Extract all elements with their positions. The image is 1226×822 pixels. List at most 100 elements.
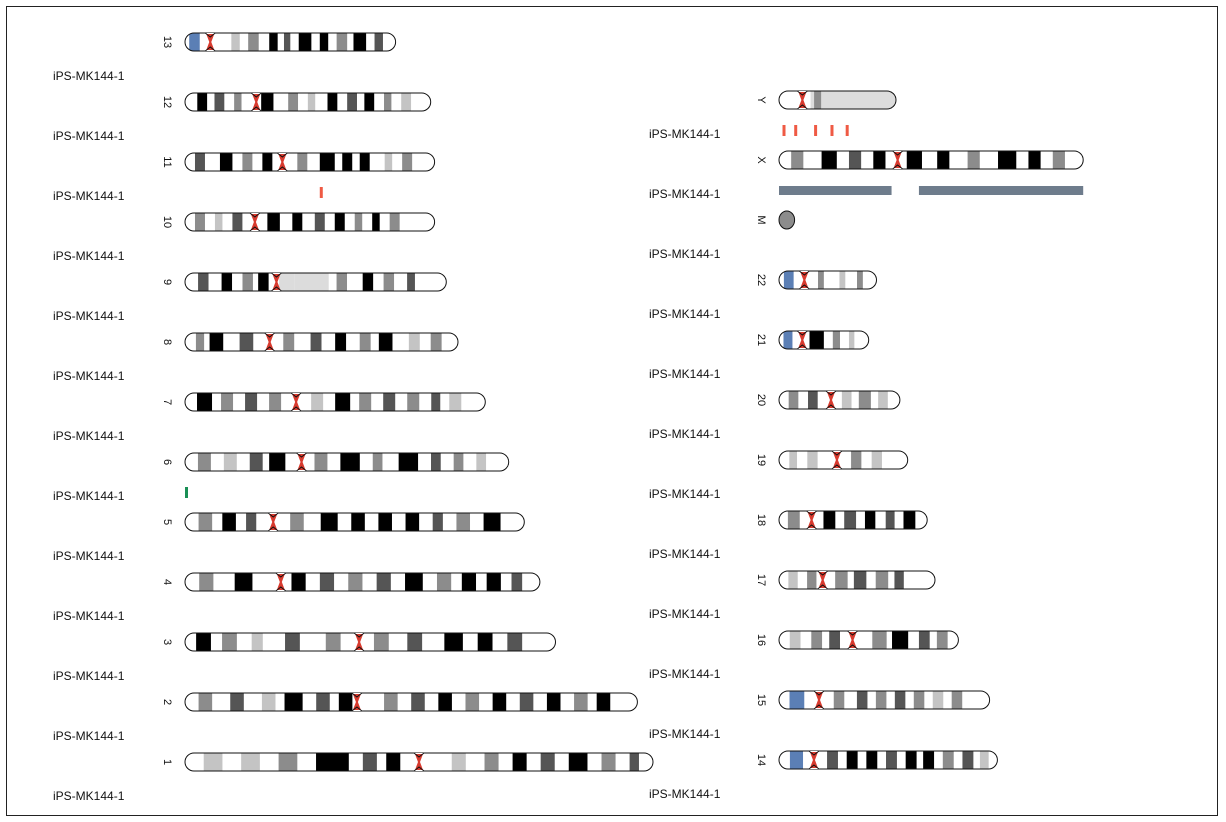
chromosome-bands	[779, 331, 869, 349]
band-gpos50	[336, 33, 348, 51]
sample-label: iPS-MK144-1	[53, 669, 125, 683]
karyogram: 13iPS-MK144-112iPS-MK144-111iPS-MK144-11…	[53, 32, 1084, 803]
band-gpos75	[411, 693, 425, 711]
centromere-outline	[825, 390, 837, 410]
chromosome-number: 18	[755, 514, 767, 526]
sample-label: iPS-MK144-1	[649, 247, 721, 261]
band-gpos50	[221, 393, 234, 411]
band-gpos25	[307, 93, 316, 111]
band-gpos50	[436, 573, 452, 591]
chromosome-outline	[184, 32, 397, 52]
band-gpos25	[449, 393, 462, 411]
band-gpos25	[789, 451, 798, 469]
chromosome-number: 13	[161, 36, 173, 48]
band-gpos50	[857, 271, 863, 289]
band-gpos100	[320, 513, 338, 531]
band-gpos75	[848, 151, 862, 169]
band-gpos25	[841, 391, 852, 409]
sample-label: iPS-MK144-1	[53, 369, 125, 383]
band-gpos50	[788, 391, 799, 409]
centromere-outline	[808, 750, 820, 770]
centromere	[252, 94, 261, 110]
band-gpos50	[942, 751, 954, 769]
band-gneg	[185, 633, 556, 651]
band-gpos50	[484, 753, 499, 771]
band-gpos50	[222, 633, 237, 651]
band-gpos100	[319, 153, 335, 171]
band-gpos100	[405, 513, 420, 531]
band-gpos50	[242, 273, 253, 291]
sample-label: iPS-MK144-1	[53, 609, 125, 623]
band-gpos100	[359, 153, 370, 171]
band-gpos50	[389, 213, 400, 231]
band-gpos100	[398, 453, 419, 471]
band-gpos100	[492, 693, 507, 711]
band-gpos100	[267, 213, 280, 231]
band-gpos100	[386, 753, 401, 771]
chromosome-16: 16 iPS-MK144-1	[649, 630, 959, 681]
centromere	[893, 152, 902, 168]
chromosome-number: 19	[755, 454, 767, 466]
centromere-outline	[267, 512, 279, 532]
chromosome-bands	[779, 691, 990, 709]
band-gneg	[779, 451, 908, 469]
band-gpos50	[832, 331, 840, 349]
chromosome-number: 8	[161, 339, 173, 345]
centromere	[265, 334, 274, 350]
track-mark	[814, 125, 818, 136]
chromosome-outline	[184, 152, 436, 172]
band-gpos75	[519, 693, 534, 711]
band-gpos50	[787, 511, 800, 529]
band-gpos100	[196, 633, 211, 651]
chromosome-bands	[185, 213, 435, 231]
band-gpos100	[219, 153, 233, 171]
centromere	[269, 514, 278, 530]
band-gpos75	[283, 33, 291, 51]
centromere	[798, 92, 807, 108]
centromere-outline	[204, 32, 216, 52]
centromere	[818, 572, 827, 588]
sample-label: iPS-MK144-1	[649, 547, 721, 561]
centromere-outline	[797, 330, 808, 350]
sample-label: iPS-MK144-1	[53, 189, 125, 203]
track-mark	[782, 125, 786, 136]
chromosome-number: 12	[161, 96, 173, 108]
band-gpos50	[384, 693, 398, 711]
band-gpos25	[848, 331, 855, 349]
band-gpos100	[1028, 151, 1041, 169]
chromosome-number: 16	[755, 634, 767, 646]
band-gpos100	[334, 213, 345, 231]
band-gpos50	[288, 93, 299, 111]
band-gpos75	[347, 93, 357, 111]
band-gpos50	[913, 691, 925, 709]
band-gpos25	[384, 153, 393, 171]
band-gpos50	[574, 693, 588, 711]
band-gpos25	[871, 451, 882, 469]
chromosome-bands	[185, 453, 509, 471]
band-gpos100	[823, 511, 836, 529]
band-gpos75	[316, 693, 330, 711]
band-gpos100	[906, 151, 922, 169]
band-gpos100	[298, 33, 312, 51]
band-gpos50	[372, 453, 383, 471]
band-gpos50	[833, 691, 845, 709]
chromosome-22: 22 iPS-MK144-1	[649, 270, 877, 321]
chromosome-bands	[779, 631, 959, 649]
band-gpos75	[285, 633, 300, 651]
band-gpos25	[839, 271, 846, 289]
band-gpos100	[292, 213, 303, 231]
chromosome-bands	[779, 151, 1084, 169]
chromosome-9: 9 iPS-MK144-1	[53, 272, 447, 323]
band-gpos50	[242, 153, 253, 171]
sample-label: iPS-MK144-1	[649, 367, 721, 381]
band-gpos100	[335, 393, 351, 411]
centromere	[272, 274, 281, 290]
chromosome-bands	[779, 751, 998, 769]
chromosome-5: 5 iPS-MK144-1	[53, 512, 525, 563]
band-gpos100	[866, 751, 878, 769]
band-acen_blue	[783, 331, 793, 349]
band-gpos50	[791, 151, 804, 169]
chromosome-outline	[184, 452, 510, 472]
band-gpos100	[222, 513, 236, 531]
band-gpos50	[197, 453, 211, 471]
